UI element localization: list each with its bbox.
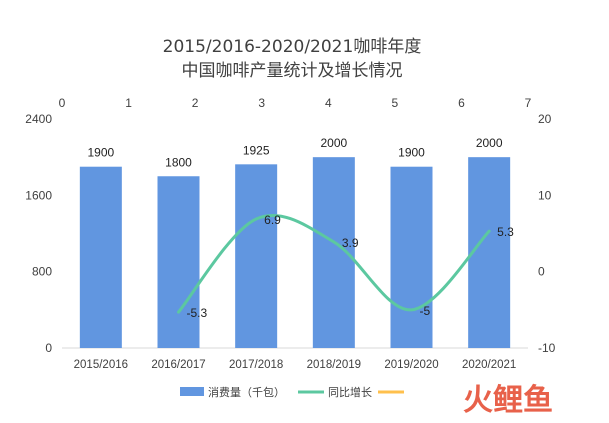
legend-swatch-consumption bbox=[180, 387, 204, 396]
category-label: 2018/2019 bbox=[307, 359, 361, 371]
right-tick-label: -10 bbox=[538, 341, 556, 355]
category-label: 2015/2016 bbox=[74, 359, 128, 371]
left-tick-label: 800 bbox=[32, 265, 52, 279]
growth-line bbox=[177, 213, 491, 314]
bar bbox=[390, 166, 433, 348]
category-label: 2017/2018 bbox=[229, 359, 283, 371]
bar-value-label: 1900 bbox=[87, 146, 114, 160]
chart-title: 2015/2016-2020/2021咖啡年度 bbox=[163, 37, 422, 57]
line-value-label: -5 bbox=[420, 304, 431, 318]
legend-label-growth: 同比增长 bbox=[328, 385, 372, 399]
top-tick-label: 7 bbox=[525, 96, 532, 110]
line-series bbox=[177, 213, 491, 314]
bar-value-label: 1900 bbox=[398, 146, 425, 160]
top-tick-label: 6 bbox=[458, 96, 465, 110]
axes: 0 800 1600 2400 -10 0 10 20 0 1 2 3 4 5 6 7 2015/2016 201… bbox=[25, 96, 555, 371]
bar bbox=[157, 176, 200, 348]
left-tick-label: 0 bbox=[45, 341, 52, 355]
top-tick-label: 3 bbox=[258, 96, 265, 110]
left-tick-label: 2400 bbox=[25, 112, 52, 126]
bar bbox=[79, 166, 122, 348]
bar-value-label: 2000 bbox=[476, 136, 503, 150]
chart-subtitle: 中国咖啡产量统计及增长情况 bbox=[182, 61, 403, 81]
category-label: 2019/2020 bbox=[384, 359, 438, 371]
legend: 消费量（千包） 同比增长 bbox=[180, 385, 404, 399]
bar-value-label: 1800 bbox=[165, 155, 192, 169]
category-label: 2020/2021 bbox=[462, 359, 516, 371]
right-tick-label: 20 bbox=[538, 112, 552, 126]
line-value-label: 6.9 bbox=[264, 213, 281, 227]
line-value-label: 3.9 bbox=[342, 236, 359, 250]
right-tick-label: 10 bbox=[538, 188, 552, 202]
legend-label-consumption: 消费量（千包） bbox=[208, 385, 285, 399]
watermark: 火鲤鱼 bbox=[463, 383, 553, 418]
left-tick-label: 1600 bbox=[25, 188, 52, 202]
data-labels: 1900 1800 1925 2000 1900 2000 -5.3 6.9 3.9 -5 5.3 bbox=[87, 136, 514, 320]
line-value-label: -5.3 bbox=[187, 306, 208, 320]
bar-series bbox=[79, 157, 511, 348]
bar bbox=[468, 157, 511, 348]
right-tick-label: 0 bbox=[538, 265, 545, 279]
line-value-label: 5.3 bbox=[497, 225, 514, 239]
top-tick-label: 5 bbox=[392, 96, 399, 110]
category-label: 2016/2017 bbox=[151, 359, 205, 371]
top-tick-label: 4 bbox=[325, 96, 332, 110]
bar-value-label: 1925 bbox=[243, 143, 270, 157]
top-tick-label: 2 bbox=[192, 96, 199, 110]
top-tick-label: 1 bbox=[125, 96, 132, 110]
watermark-text: 火鲤鱼 bbox=[463, 383, 553, 418]
bar-value-label: 2000 bbox=[320, 136, 347, 150]
bar bbox=[235, 164, 278, 348]
top-tick-label: 0 bbox=[59, 96, 66, 110]
